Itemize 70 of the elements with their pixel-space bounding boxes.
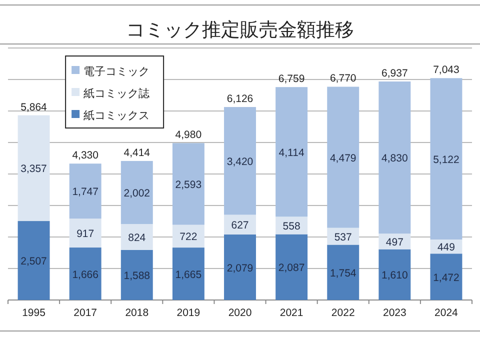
bar xyxy=(120,250,153,300)
title: コミック推定販売金額推移 xyxy=(126,20,354,41)
data-label: 1,666 xyxy=(72,268,99,281)
data-label: 1,610 xyxy=(382,270,408,282)
legend-label: 電子コミック xyxy=(84,66,150,78)
bar xyxy=(327,244,360,300)
total-label: 4,414 xyxy=(124,146,150,159)
data-label: 3,357 xyxy=(20,163,48,176)
bar xyxy=(120,160,153,224)
x-tick-label: 2019 xyxy=(176,307,200,319)
bar xyxy=(378,249,411,300)
data-label: 1,754 xyxy=(330,267,356,280)
data-label: 2,507 xyxy=(20,256,48,268)
bar xyxy=(18,115,50,222)
data-label: 4,830 xyxy=(382,152,408,165)
x-tick-label: 2020 xyxy=(228,307,252,319)
total-label: 5,864 xyxy=(20,101,48,114)
data-label: 497 xyxy=(386,236,404,248)
data-label: 1,472 xyxy=(433,272,460,284)
data-label: 3,420 xyxy=(226,156,254,168)
bar xyxy=(224,107,256,215)
x-tick-label: 1995 xyxy=(22,307,46,319)
x-tick-label: 2021 xyxy=(280,307,304,319)
bar xyxy=(69,164,102,219)
data-label: 2,002 xyxy=(124,187,150,200)
data-label: 5,122 xyxy=(433,154,460,166)
bar xyxy=(276,234,308,300)
data-label: 4,479 xyxy=(330,152,356,164)
data-label: 917 xyxy=(76,228,94,240)
x-tick-label: 2017 xyxy=(74,307,98,319)
bar xyxy=(430,78,462,240)
bar xyxy=(172,248,204,300)
data-label: 2,087 xyxy=(278,262,305,274)
data-label: 2,593 xyxy=(175,178,202,191)
legend-label: 紙コミック誌 xyxy=(84,87,150,100)
data-label: 722 xyxy=(180,231,198,244)
bar xyxy=(378,81,411,234)
total-label: 6,126 xyxy=(226,93,254,106)
bar xyxy=(18,221,50,300)
data-label: 2,079 xyxy=(226,262,254,274)
bar xyxy=(172,143,204,225)
bar xyxy=(224,234,256,300)
data-label: 558 xyxy=(282,220,300,232)
x-tick-label: 2022 xyxy=(331,307,355,319)
bar xyxy=(276,87,308,217)
total-label: 7,043 xyxy=(433,64,460,76)
total-label: 6,759 xyxy=(278,73,305,86)
data-label: 627 xyxy=(231,220,249,232)
bar xyxy=(378,234,411,250)
data-label: 1,747 xyxy=(72,186,99,198)
data-label: 1,665 xyxy=(175,268,202,281)
x-tick-label: 2018 xyxy=(125,307,149,319)
bar xyxy=(172,224,204,248)
bar xyxy=(430,254,462,300)
data-label: 449 xyxy=(437,242,456,254)
bar xyxy=(327,86,360,228)
x-tick-label: 2024 xyxy=(434,307,458,319)
total-label: 4,330 xyxy=(72,150,99,162)
total-label: 6,937 xyxy=(382,67,408,80)
total-label: 6,770 xyxy=(330,72,356,85)
bar xyxy=(69,248,102,300)
x-tick-label: 2023 xyxy=(382,307,407,319)
data-label: 4,114 xyxy=(278,146,304,159)
total-label: 4,980 xyxy=(175,129,202,142)
data-label: 537 xyxy=(334,231,352,244)
data-label: 824 xyxy=(128,232,146,244)
bar xyxy=(69,218,102,248)
legend-label: 紙コミックス xyxy=(84,110,150,122)
data-label: 1,588 xyxy=(124,270,150,282)
bar xyxy=(120,224,153,250)
